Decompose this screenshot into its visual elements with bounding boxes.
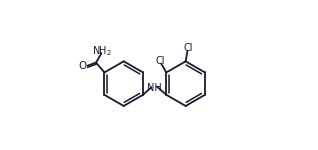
Text: Cl: Cl <box>183 43 193 53</box>
Text: O: O <box>79 61 87 71</box>
Text: NH: NH <box>147 83 161 93</box>
Text: NH$_2$: NH$_2$ <box>92 44 112 57</box>
Text: Cl: Cl <box>156 56 165 66</box>
